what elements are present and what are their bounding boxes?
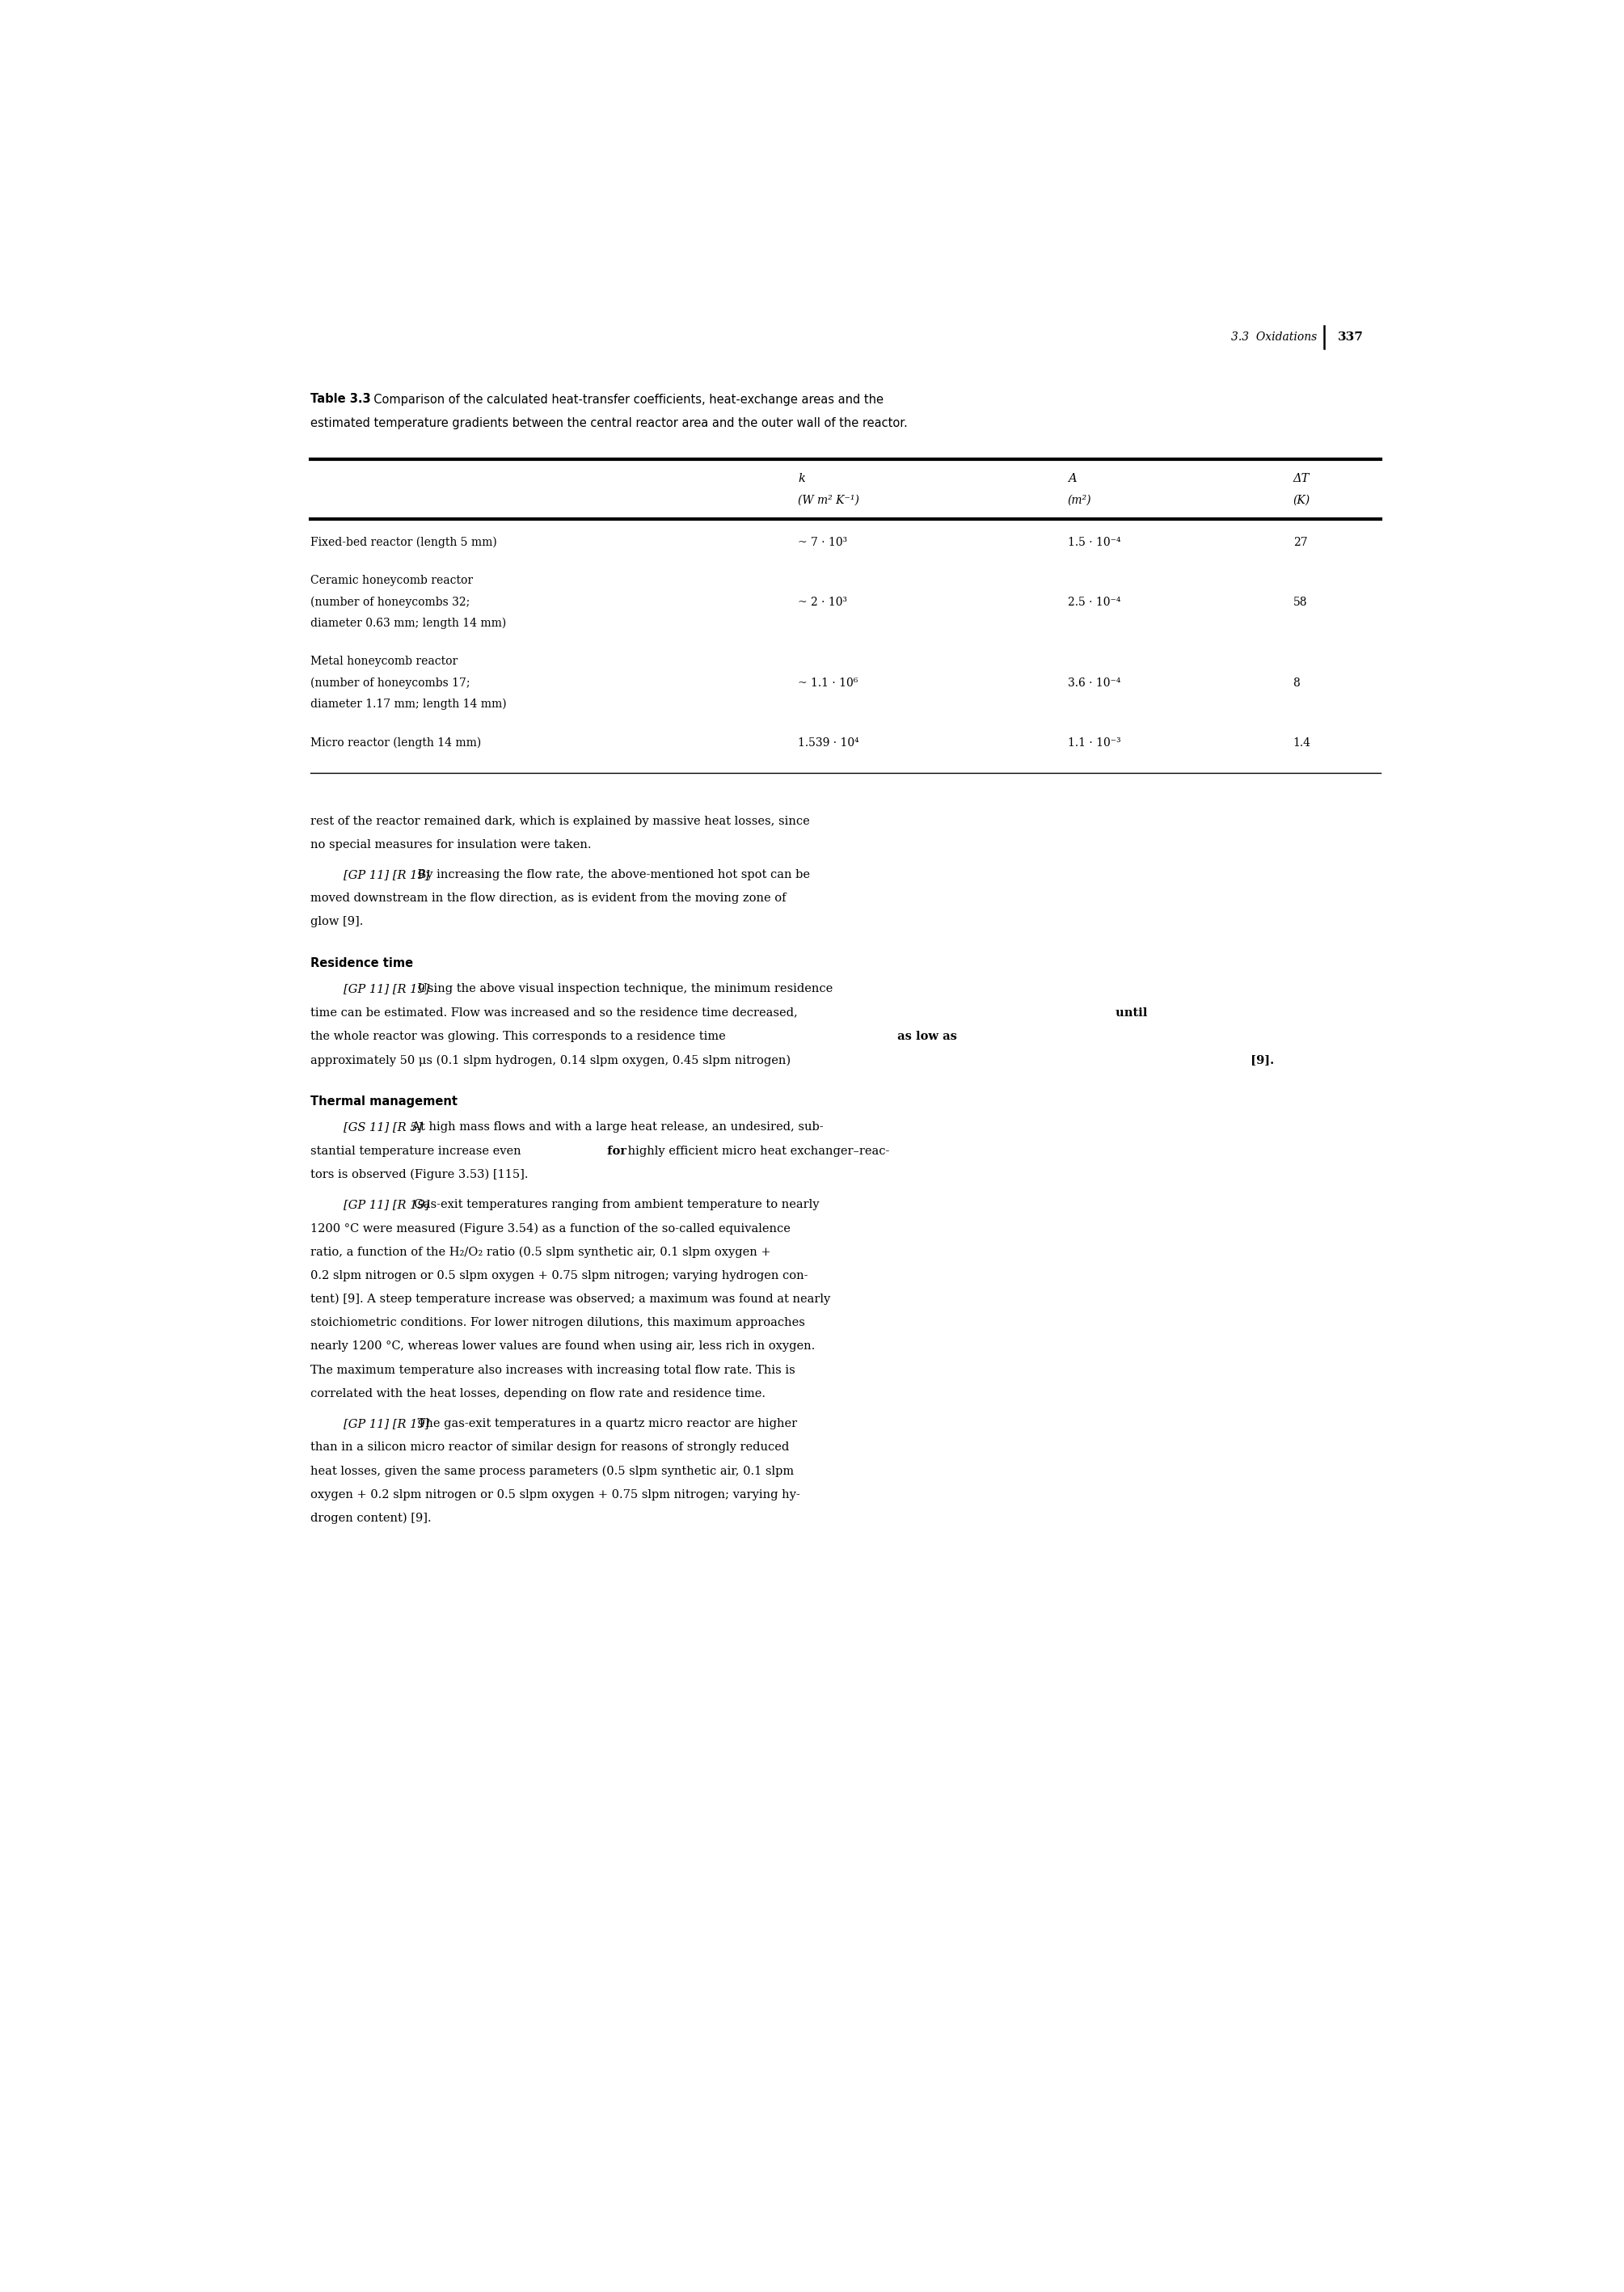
Text: Comparison of the calculated heat-transfer coefficients, heat-exchange areas and: Comparison of the calculated heat-transf… bbox=[365, 394, 883, 406]
Text: rest of the reactor remained dark, which is explained by massive heat losses, si: rest of the reactor remained dark, which… bbox=[310, 816, 810, 827]
Text: 1.4: 1.4 bbox=[1293, 738, 1311, 747]
Text: oxygen + 0.2 slpm nitrogen or 0.5 slpm oxygen + 0.75 slpm nitrogen; varying hy-: oxygen + 0.2 slpm nitrogen or 0.5 slpm o… bbox=[310, 1490, 801, 1501]
Text: ΔT: ΔT bbox=[1293, 472, 1309, 484]
Text: Residence time: Residence time bbox=[310, 958, 414, 970]
Text: By increasing the flow rate, the above-mentioned hot spot can be: By increasing the flow rate, the above-m… bbox=[414, 869, 810, 880]
Text: Metal honeycomb reactor: Metal honeycomb reactor bbox=[310, 656, 458, 667]
Text: [GP 11] [R 19]: [GP 11] [R 19] bbox=[343, 869, 429, 880]
Text: Micro reactor (length 14 mm): Micro reactor (length 14 mm) bbox=[310, 738, 482, 749]
Text: 1.1 · 10⁻³: 1.1 · 10⁻³ bbox=[1067, 738, 1121, 747]
Text: 58: 58 bbox=[1293, 596, 1307, 607]
Text: At high mass flows and with a large heat release, an undesired, sub-: At high mass flows and with a large heat… bbox=[409, 1121, 823, 1132]
Text: k: k bbox=[797, 472, 806, 484]
Text: Thermal management: Thermal management bbox=[310, 1096, 458, 1107]
Text: 8: 8 bbox=[1293, 676, 1301, 688]
Text: ratio, a function of the H₂/O₂ ratio (0.5 slpm synthetic air, 0.1 slpm oxygen +: ratio, a function of the H₂/O₂ ratio (0.… bbox=[310, 1247, 771, 1258]
Text: (m²): (m²) bbox=[1067, 495, 1091, 507]
Text: 0.2 slpm nitrogen or 0.5 slpm oxygen + 0.75 slpm nitrogen; varying hydrogen con-: 0.2 slpm nitrogen or 0.5 slpm oxygen + 0… bbox=[310, 1270, 809, 1281]
Text: nearly 1200 °C, whereas lower values are found when using air, less rich in oxyg: nearly 1200 °C, whereas lower values are… bbox=[310, 1341, 815, 1352]
Text: glow [9].: glow [9]. bbox=[310, 917, 364, 928]
Text: [GS 11] [R 5]: [GS 11] [R 5] bbox=[343, 1121, 422, 1132]
Text: Fixed-bed reactor (length 5 mm): Fixed-bed reactor (length 5 mm) bbox=[310, 536, 497, 548]
Text: ~ 2 · 10³: ~ 2 · 10³ bbox=[797, 596, 848, 607]
Text: the whole reactor was glowing. This corresponds to a residence time: the whole reactor was glowing. This corr… bbox=[310, 1031, 726, 1043]
Text: The maximum temperature also increases with increasing total flow rate. This is: The maximum temperature also increases w… bbox=[310, 1364, 796, 1375]
Text: heat losses, given the same process parameters (0.5 slpm synthetic air, 0.1 slpm: heat losses, given the same process para… bbox=[310, 1465, 794, 1476]
Text: 337: 337 bbox=[1338, 332, 1364, 344]
Text: highly efficient micro heat exchanger–reac-: highly efficient micro heat exchanger–re… bbox=[624, 1146, 890, 1157]
Text: diameter 0.63 mm; length 14 mm): diameter 0.63 mm; length 14 mm) bbox=[310, 617, 507, 628]
Text: A: A bbox=[1067, 472, 1077, 484]
Text: 3.6 · 10⁻⁴: 3.6 · 10⁻⁴ bbox=[1067, 676, 1121, 688]
Text: than in a silicon micro reactor of similar design for reasons of strongly reduce: than in a silicon micro reactor of simil… bbox=[310, 1442, 789, 1453]
Text: no special measures for insulation were taken.: no special measures for insulation were … bbox=[310, 839, 591, 850]
Text: moved downstream in the flow direction, as is evident from the moving zone of: moved downstream in the flow direction, … bbox=[310, 892, 786, 903]
Text: drogen content) [9].: drogen content) [9]. bbox=[310, 1513, 432, 1524]
Text: for: for bbox=[603, 1146, 627, 1157]
Text: [GP 11] [R 19]: [GP 11] [R 19] bbox=[343, 1419, 429, 1430]
Text: ~ 7 · 10³: ~ 7 · 10³ bbox=[797, 536, 848, 548]
Text: Ceramic honeycomb reactor: Ceramic honeycomb reactor bbox=[310, 575, 473, 587]
Text: Table 3.3: Table 3.3 bbox=[310, 394, 370, 406]
Text: tent) [9]. A steep temperature increase was observed; a maximum was found at nea: tent) [9]. A steep temperature increase … bbox=[310, 1293, 831, 1304]
Text: stoichiometric conditions. For lower nitrogen dilutions, this maximum approaches: stoichiometric conditions. For lower nit… bbox=[310, 1318, 806, 1329]
Text: [GP 11] [R 19]: [GP 11] [R 19] bbox=[343, 983, 429, 995]
Text: [9].: [9]. bbox=[1247, 1054, 1275, 1066]
Text: time can be estimated. Flow was increased and so the residence time decreased,: time can be estimated. Flow was increase… bbox=[310, 1006, 797, 1018]
Text: Using the above visual inspection technique, the minimum residence: Using the above visual inspection techni… bbox=[414, 983, 833, 995]
Text: 1.5 · 10⁻⁴: 1.5 · 10⁻⁴ bbox=[1067, 536, 1121, 548]
Text: (K): (K) bbox=[1293, 495, 1311, 507]
Text: until: until bbox=[1111, 1006, 1147, 1018]
Text: estimated temperature gradients between the central reactor area and the outer w: estimated temperature gradients between … bbox=[310, 417, 908, 429]
Text: diameter 1.17 mm; length 14 mm): diameter 1.17 mm; length 14 mm) bbox=[310, 699, 507, 711]
Text: Gas-exit temperatures ranging from ambient temperature to nearly: Gas-exit temperatures ranging from ambie… bbox=[414, 1199, 820, 1210]
Text: as low as: as low as bbox=[893, 1031, 957, 1043]
Text: 27: 27 bbox=[1293, 536, 1307, 548]
Text: (number of honeycombs 32;: (number of honeycombs 32; bbox=[310, 596, 471, 607]
Text: 3.3  Oxidations: 3.3 Oxidations bbox=[1231, 332, 1317, 344]
Text: approximately 50 μs (0.1 slpm hydrogen, 0.14 slpm oxygen, 0.45 slpm nitrogen): approximately 50 μs (0.1 slpm hydrogen, … bbox=[310, 1054, 791, 1066]
Text: ~ 1.1 · 10⁶: ~ 1.1 · 10⁶ bbox=[797, 676, 857, 688]
Text: 2.5 · 10⁻⁴: 2.5 · 10⁻⁴ bbox=[1067, 596, 1121, 607]
Text: The gas-exit temperatures in a quartz micro reactor are higher: The gas-exit temperatures in a quartz mi… bbox=[414, 1419, 797, 1430]
Text: correlated with the heat losses, depending on flow rate and residence time.: correlated with the heat losses, dependi… bbox=[310, 1389, 767, 1400]
Text: tors is observed (Figure 3.53) [115].: tors is observed (Figure 3.53) [115]. bbox=[310, 1169, 528, 1180]
Text: stantial temperature increase even: stantial temperature increase even bbox=[310, 1146, 521, 1157]
Text: 1200 °C were measured (Figure 3.54) as a function of the so-called equivalence: 1200 °C were measured (Figure 3.54) as a… bbox=[310, 1222, 791, 1233]
Text: [GP 11] [R 19]: [GP 11] [R 19] bbox=[343, 1199, 429, 1210]
Text: (W m² K⁻¹): (W m² K⁻¹) bbox=[797, 495, 859, 507]
Text: 1.539 · 10⁴: 1.539 · 10⁴ bbox=[797, 738, 859, 747]
Text: (number of honeycombs 17;: (number of honeycombs 17; bbox=[310, 676, 471, 690]
